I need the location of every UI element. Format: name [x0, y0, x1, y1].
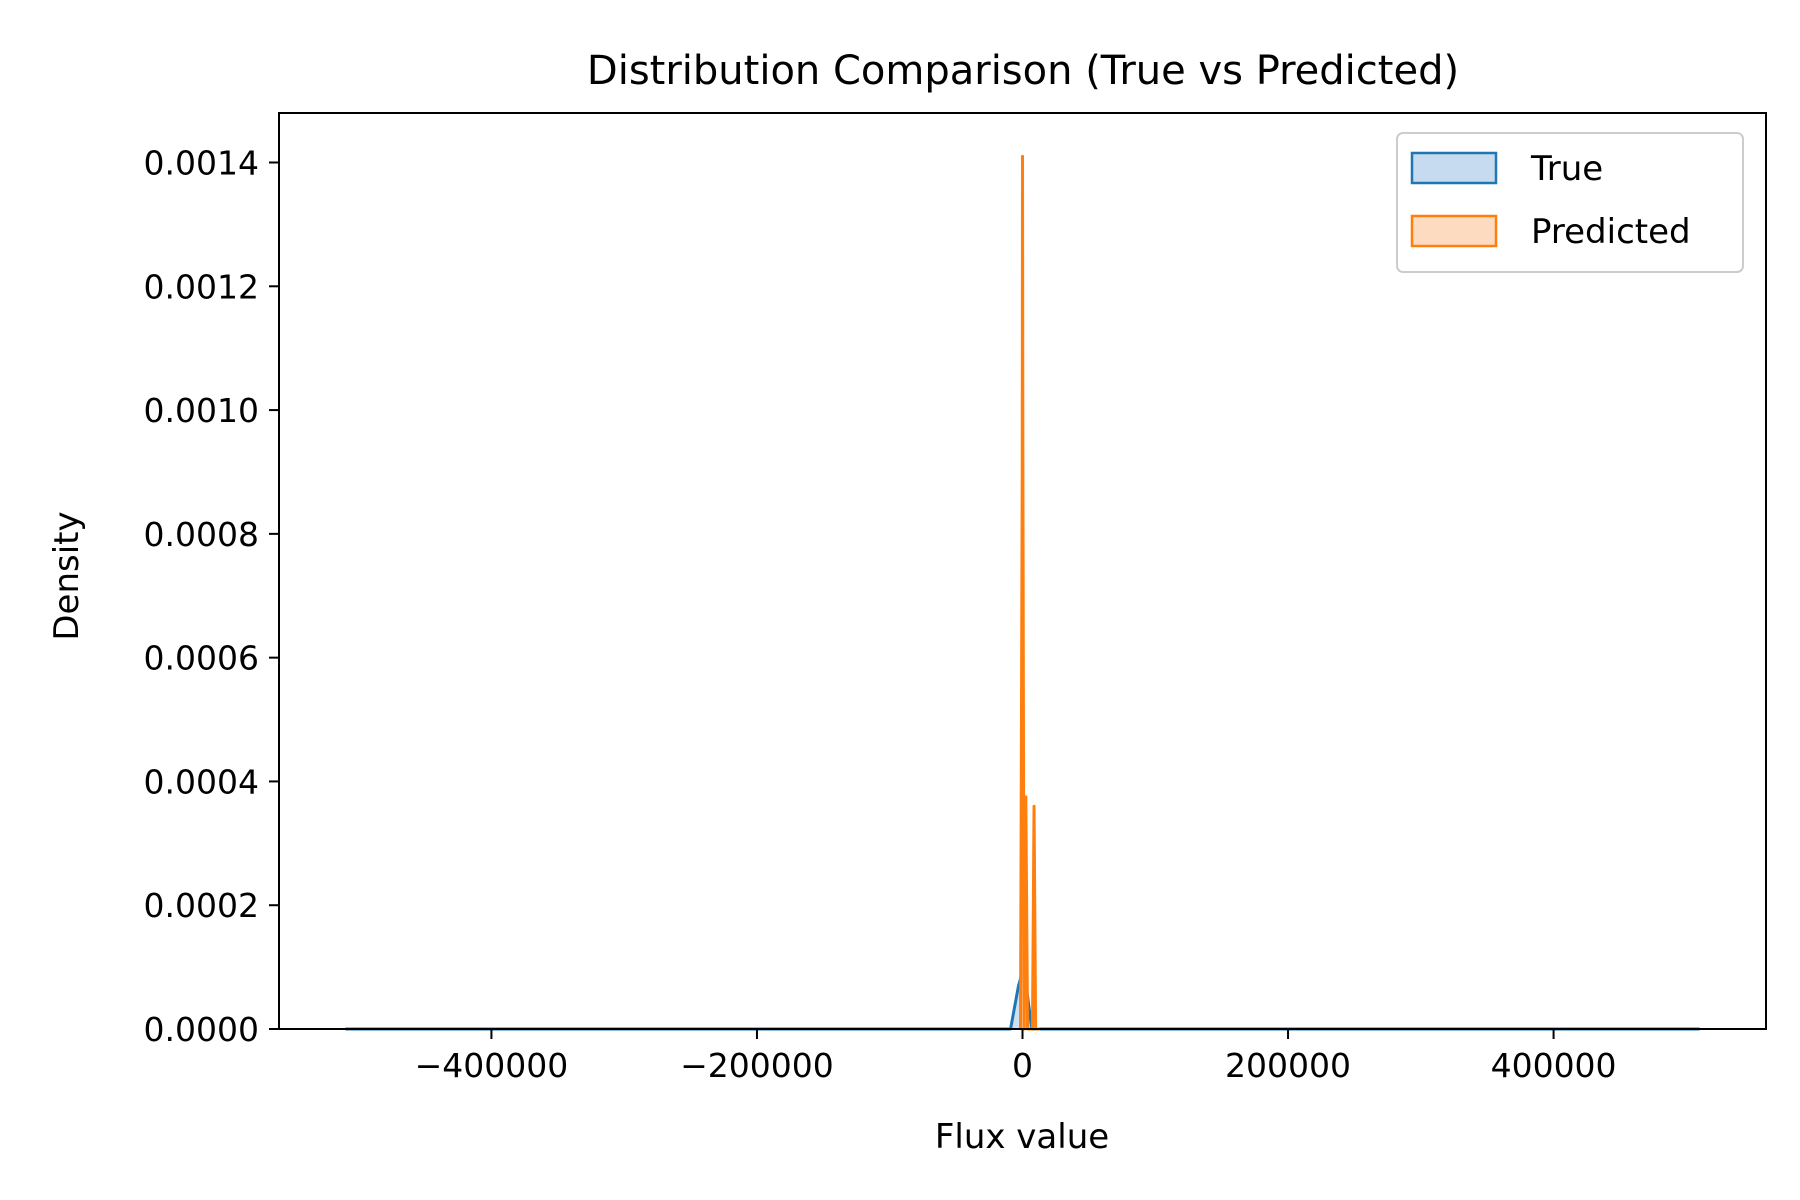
x-tick-label: −400000 [415, 1046, 569, 1085]
legend-label-true: True [1530, 149, 1603, 189]
x-axis: −400000 −200000 0 200000 400000 [415, 1029, 1617, 1085]
y-tick-label: 0.0012 [144, 267, 259, 306]
x-tick-label: 400000 [1491, 1046, 1617, 1085]
y-tick-label: 0.0014 [144, 144, 259, 183]
chart-title: Distribution Comparison (True vs Predict… [587, 48, 1459, 94]
legend-label-predicted: Predicted [1531, 212, 1691, 252]
y-tick-label: 0.0000 [144, 1010, 259, 1049]
y-tick-label: 0.0006 [144, 639, 259, 678]
legend-swatch-predicted [1410, 214, 1498, 248]
y-tick-label: 0.0008 [144, 515, 259, 554]
legend-swatch-true [1410, 151, 1498, 185]
y-tick-label: 0.0004 [144, 762, 259, 801]
y-axis: 0.0000 0.0002 0.0004 0.0006 0.0008 0.0010 0.00… [144, 144, 279, 1049]
legend: True Predicted [1396, 132, 1744, 273]
x-axis-label: Flux value [935, 1117, 1109, 1157]
y-tick-label: 0.0010 [144, 391, 259, 430]
x-tick-label: 200000 [1225, 1046, 1351, 1085]
x-tick-label: −200000 [680, 1046, 834, 1085]
y-axis-label: Density [47, 511, 87, 640]
y-tick-label: 0.0002 [144, 886, 259, 925]
plot-area [345, 154, 1700, 1031]
series-line-predicted [1019, 154, 1040, 1031]
x-tick-label: 0 [1012, 1046, 1033, 1085]
